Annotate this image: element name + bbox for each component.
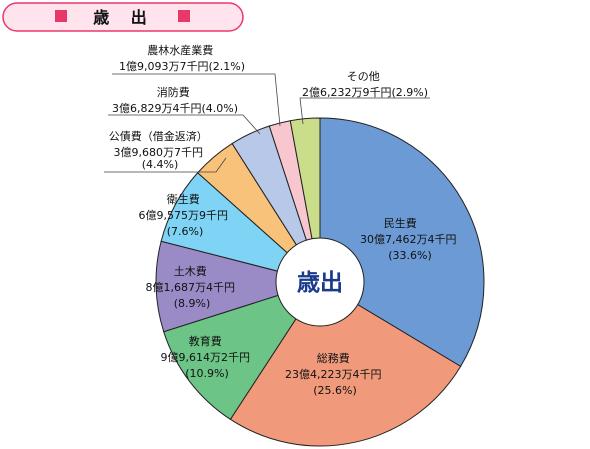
label-kousai: 公債費（借金返済） 3億9,680万7千円 (4.4%) — [109, 129, 212, 171]
label-nourin: 農林水産業費 1億9,093万7千円(2.1%) — [119, 43, 245, 73]
header-banner: 歳 出 — [2, 2, 244, 32]
leader-line-nourin — [112, 73, 281, 127]
header-title: 歳 出 — [93, 8, 155, 27]
donut-center-hole — [275, 237, 365, 327]
label-doboku-percent: (8.9%) — [174, 297, 211, 310]
pie-slice-2 — [163, 281, 322, 421]
label-minsei-percent: (33.6%) — [388, 249, 432, 262]
label-eisei-name: 衛生費 — [167, 192, 200, 206]
label-kyouiku-amount: 9億9,614万2千円 — [161, 351, 251, 364]
header-square-right-icon — [178, 10, 190, 22]
label-doboku: 土木費 8億1,687万4千円 (8.9%) — [146, 264, 239, 310]
header-square-left-icon — [55, 10, 67, 22]
label-doboku-amount: 8億1,687万4千円 — [146, 281, 236, 294]
label-eisei: 衛生費 6億9,575万9千円 (7.6%) — [139, 192, 232, 238]
label-kousai-amount: 3億9,680万7千円 — [114, 146, 204, 159]
label-shobo: 消防費 3億6,829万4千円(4.0%) — [112, 85, 238, 115]
leader-line-shobo — [108, 114, 261, 135]
center-label: 歳出 — [297, 270, 343, 296]
label-kyouiku-name: 教育費 — [189, 334, 222, 348]
pie-slice-1 — [229, 281, 462, 447]
label-shobo-amount-percent: 3億6,829万4千円(4.0%) — [112, 102, 238, 115]
label-soumu: 総務費 23億4,223万4千円 (25.6%) — [285, 351, 385, 397]
label-eisei-amount: 6億9,575万9千円 — [139, 209, 229, 222]
pie-slice-0 — [319, 117, 485, 368]
label-soumu-amount: 23億4,223万4千円 — [285, 368, 382, 381]
label-nourin-amount-percent: 1億9,093万7千円(2.1%) — [119, 60, 245, 73]
label-sonota: その他 2億6,232万9千円(2.9%) — [302, 70, 428, 99]
label-eisei-percent: (7.6%) — [167, 225, 204, 238]
pie-slices — [155, 117, 485, 447]
label-kyouiku-percent: (10.9%) — [185, 367, 229, 380]
label-minsei: 民生費 30億7,462万4千円 (33.6%) — [360, 216, 460, 262]
pie-slice-3 — [155, 240, 322, 333]
label-nourin-name: 農林水産業費 — [147, 43, 213, 57]
label-soumu-percent: (25.6%) — [313, 384, 357, 397]
leader-line-kousai — [104, 157, 227, 173]
slice-labels: 民生費 30億7,462万4千円 (33.6%) 総務費 23億4,223万4千… — [109, 43, 460, 397]
label-kousai-name: 公債費（借金返済） — [109, 129, 208, 143]
label-kyouiku: 教育費 9億9,614万2千円 (10.9%) — [161, 334, 254, 380]
label-shobo-name: 消防費 — [157, 85, 190, 99]
leader-line-sonota — [299, 97, 430, 125]
label-minsei-name: 民生費 — [384, 216, 417, 230]
leader-lines — [104, 73, 430, 173]
label-soumu-name: 総務費 — [317, 351, 350, 365]
label-sonota-name: その他 — [347, 70, 380, 83]
label-doboku-name: 土木費 — [174, 264, 207, 278]
label-sonota-amount-percent: 2億6,232万9千円(2.9%) — [302, 86, 428, 99]
label-minsei-amount: 30億7,462万4千円 — [360, 233, 457, 246]
label-kousai-percent: (4.4%) — [142, 158, 179, 171]
